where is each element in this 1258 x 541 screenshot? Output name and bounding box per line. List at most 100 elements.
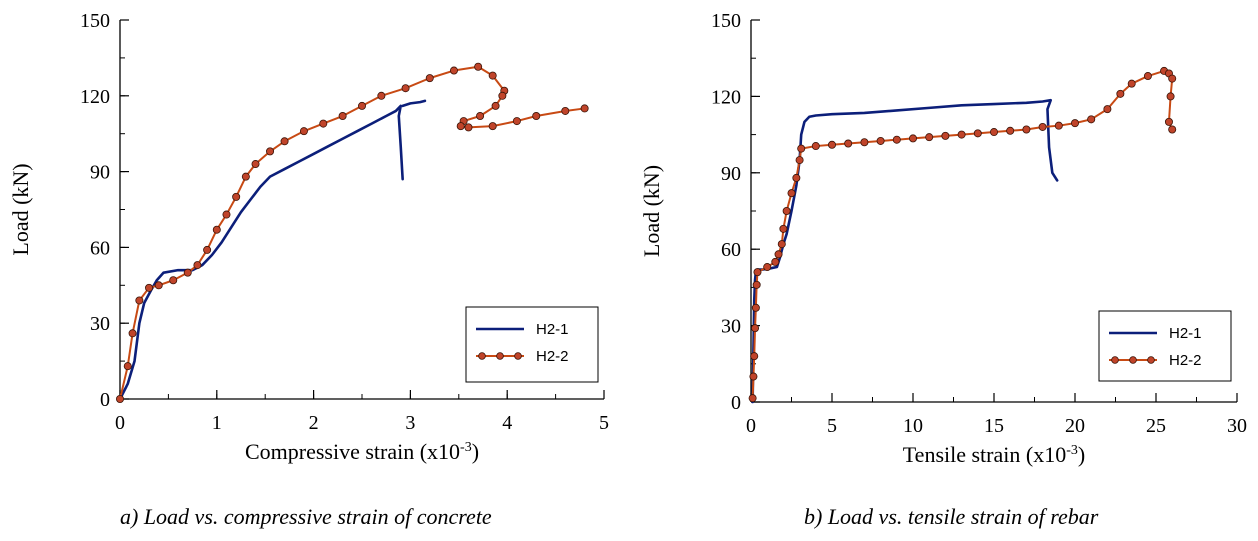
data-point-h2-2 (844, 139, 853, 148)
x-tick-label: 0 (746, 415, 756, 437)
x-tick-label: 2 (309, 412, 319, 434)
legend-label: H2-2 (1169, 352, 1202, 369)
data-point-h2-2 (266, 147, 275, 156)
data-point-h2-2 (512, 117, 521, 126)
x-tick-label: 4 (502, 412, 512, 434)
data-point-h2-2 (774, 250, 783, 259)
data-point-h2-2 (787, 189, 796, 198)
data-point-h2-2 (203, 245, 212, 254)
data-point-h2-2 (941, 131, 950, 140)
data-point-h2-2 (860, 138, 869, 147)
y-tick-label: 120 (80, 86, 110, 108)
series-line-h2-1 (118, 104, 404, 401)
data-point-h2-2 (319, 119, 328, 128)
series-line-h2-1-tail (401, 99, 427, 108)
x-tick-label: 25 (1146, 415, 1166, 437)
data-point-h2-2 (1168, 74, 1177, 83)
legend-marker (514, 352, 522, 360)
data-point-h2-2 (488, 122, 497, 131)
x-tick-label: 10 (903, 415, 923, 437)
data-point-h2-2 (135, 296, 144, 305)
data-point-h2-2 (1166, 92, 1175, 101)
data-point-h2-2 (973, 129, 982, 138)
caption-right: b) Load vs. tensile strain of rebar (804, 504, 1099, 529)
data-point-h2-2 (580, 104, 589, 113)
data-point-h2-2 (183, 268, 192, 277)
data-point-h2-2 (1116, 89, 1125, 98)
data-point-h2-2 (990, 128, 999, 137)
data-point-h2-2 (751, 324, 760, 333)
data-point-h2-2 (241, 172, 250, 181)
data-point-h2-2 (957, 130, 966, 139)
data-point-h2-2 (777, 240, 786, 249)
data-point-h2-2 (377, 91, 386, 100)
data-point-h2-2 (750, 352, 759, 361)
chart-1: 0 1 2 3 4 5 0 30 60 90 120 150 Compressive strain (x… (8, 10, 609, 464)
data-point-h2-2 (449, 66, 458, 75)
x-tick-label: 15 (984, 415, 1004, 437)
data-point-h2-2 (488, 71, 497, 80)
legend-label: H2-1 (1169, 325, 1202, 342)
data-point-h2-2 (828, 140, 837, 149)
data-point-h2-2 (154, 281, 163, 290)
y-tick-label: 90 (721, 163, 741, 185)
data-point-h2-2 (763, 263, 772, 272)
x-tick-label: 1 (212, 412, 222, 434)
x-axis-title: Compressive strain (x10-3) (245, 439, 479, 464)
data-point-h2-2 (532, 112, 541, 121)
legend-marker (1147, 356, 1155, 364)
y-tick-label: 0 (731, 392, 741, 414)
data-point-h2-2 (222, 210, 231, 219)
x-tick-label: 30 (1227, 415, 1247, 437)
data-point-h2-2 (811, 142, 820, 151)
data-point-h2-2 (1038, 122, 1047, 131)
data-point-h2-2 (753, 268, 762, 277)
x-tick-label: 0 (115, 412, 125, 434)
data-point-h2-2 (169, 276, 178, 285)
y-tick-label: 90 (90, 162, 110, 184)
data-point-h2-2 (1168, 125, 1177, 134)
data-point-h2-2 (401, 84, 410, 93)
y-tick-label: 150 (711, 10, 741, 32)
legend-marker (1111, 356, 1119, 364)
x-tick-label: 20 (1065, 415, 1085, 437)
data-point-h2-2 (751, 303, 760, 312)
legend-label: H2-1 (536, 321, 569, 338)
y-tick-label: 150 (80, 10, 110, 32)
y-tick-label: 60 (90, 237, 110, 259)
data-point-h2-2 (795, 156, 804, 165)
data-point-h2-2 (491, 101, 500, 110)
data-point-h2-2 (116, 394, 125, 403)
data-point-h2-2 (145, 283, 154, 292)
data-point-h2-2 (123, 362, 132, 371)
data-point-h2-2 (232, 192, 241, 201)
legend: H2-1 H2-2 (1098, 310, 1232, 382)
data-point-h2-2 (128, 329, 137, 338)
data-point-h2-2 (1143, 72, 1152, 81)
y-axis-title: Load (kN) (8, 163, 33, 255)
legend-label: H2-2 (536, 348, 569, 365)
data-point-h2-2 (474, 62, 483, 71)
chart-2: 0 5 10 15 20 25 30 0 30 60 90 120 150 Tensile strain … (639, 10, 1247, 467)
data-point-h2-2 (779, 224, 788, 233)
data-point-h2-2 (876, 136, 885, 145)
data-point-h2-2 (749, 372, 758, 381)
x-axis-title: Tensile strain (x10-3) (903, 442, 1085, 467)
data-point-h2-2 (797, 144, 806, 153)
data-point-h2-2 (909, 134, 918, 143)
y-axis-title: Load (kN) (639, 165, 664, 257)
y-tick-label: 30 (721, 316, 741, 338)
data-point-h2-2 (299, 127, 308, 136)
data-point-h2-2 (464, 123, 473, 132)
data-point-h2-2 (1006, 126, 1015, 135)
x-tick-label: 3 (405, 412, 415, 434)
data-point-h2-2 (251, 160, 260, 169)
y-tick-label: 0 (100, 389, 110, 411)
data-point-h2-2 (212, 225, 221, 234)
legend: H2-1 H2-2 (465, 306, 599, 383)
data-point-h2-2 (193, 261, 202, 270)
data-point-h2-2 (925, 133, 934, 142)
data-point-h2-2 (498, 91, 507, 100)
data-point-h2-2 (892, 135, 901, 144)
data-point-h2-2 (1127, 79, 1136, 88)
